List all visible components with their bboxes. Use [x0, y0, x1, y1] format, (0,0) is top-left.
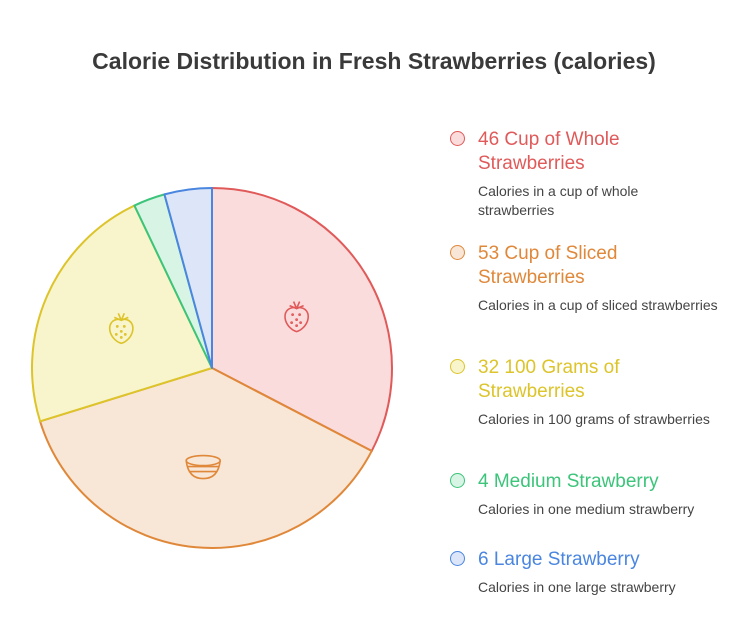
- legend-title: 46 Cup of Whole Strawberries: [478, 128, 678, 176]
- legend-value: 4: [478, 471, 489, 492]
- icon-part: [295, 324, 299, 328]
- legend-marker: [450, 473, 465, 488]
- legend-item: 6 Large Strawberry Calories in one large …: [448, 548, 718, 597]
- legend-title: 4 Medium Strawberry: [478, 470, 678, 494]
- legend-item: 4 Medium Strawberry Calories in one mediu…: [448, 470, 718, 519]
- icon-part: [185, 460, 221, 480]
- legend-description: Calories in a cup of sliced strawberries: [478, 297, 718, 313]
- legend-title: 6 Large Strawberry: [478, 548, 678, 572]
- icon-part: [122, 324, 126, 328]
- icon-part: [299, 321, 303, 325]
- legend-description: Calories in one medium strawberry: [478, 501, 695, 517]
- legend-label: Cup of Sliced Strawberries: [478, 243, 618, 288]
- icon-part: [298, 313, 302, 317]
- legend-marker: [450, 245, 465, 260]
- icon-part: [113, 313, 129, 322]
- chart-title: Calorie Distribution in Fresh Strawberri…: [92, 48, 656, 74]
- legend-description: Calories in one large strawberry: [478, 579, 676, 595]
- icon-part: [114, 332, 118, 336]
- pie-slice: [211, 187, 393, 452]
- legend-value: 6: [478, 549, 489, 570]
- icon-part: [119, 329, 123, 333]
- legend-item: 46 Cup of Whole Strawberries Calories in …: [448, 128, 718, 220]
- legend-title: 32 100 Grams of Strawberries: [478, 356, 678, 404]
- legend-value: 46: [478, 129, 500, 150]
- legend-label: Large Strawberry: [493, 549, 640, 570]
- legend-label: Medium Strawberry: [493, 471, 659, 492]
- icon-part: [119, 335, 123, 339]
- legend-item: 32 100 Grams of Strawberries Calories in …: [448, 356, 718, 429]
- legend-marker: [450, 551, 465, 566]
- legend-value: 53: [478, 243, 500, 264]
- slice-icon: [108, 313, 134, 345]
- legend-marker: [450, 131, 465, 146]
- icon-part: [123, 332, 127, 336]
- icon-part: [108, 318, 134, 345]
- pie-chart: [31, 187, 393, 549]
- icon-part: [284, 306, 309, 333]
- legend-description: Calories in a cup of whole strawberries: [478, 183, 639, 218]
- slice-icon: [185, 454, 221, 480]
- legend-description: Calories in 100 grams of strawberries: [478, 411, 710, 427]
- legend-label: 100 Grams of Strawberries: [478, 357, 620, 402]
- icon-part: [291, 313, 295, 317]
- legend-item: 53 Cup of Sliced Strawberries Calories in…: [448, 242, 718, 315]
- legend-title: 53 Cup of Sliced Strawberries: [478, 242, 678, 290]
- icon-part: [115, 324, 119, 328]
- icon-part: [290, 321, 294, 325]
- legend-label: Cup of Whole Strawberries: [478, 129, 620, 174]
- legend-value: 32: [478, 357, 500, 378]
- slice-icon: [284, 301, 309, 333]
- pie-slice: [31, 204, 213, 423]
- legend-marker: [450, 359, 465, 374]
- icon-part: [295, 318, 299, 322]
- pie-slice: [163, 187, 213, 369]
- icon-part: [289, 301, 304, 310]
- pie-slice: [39, 367, 373, 549]
